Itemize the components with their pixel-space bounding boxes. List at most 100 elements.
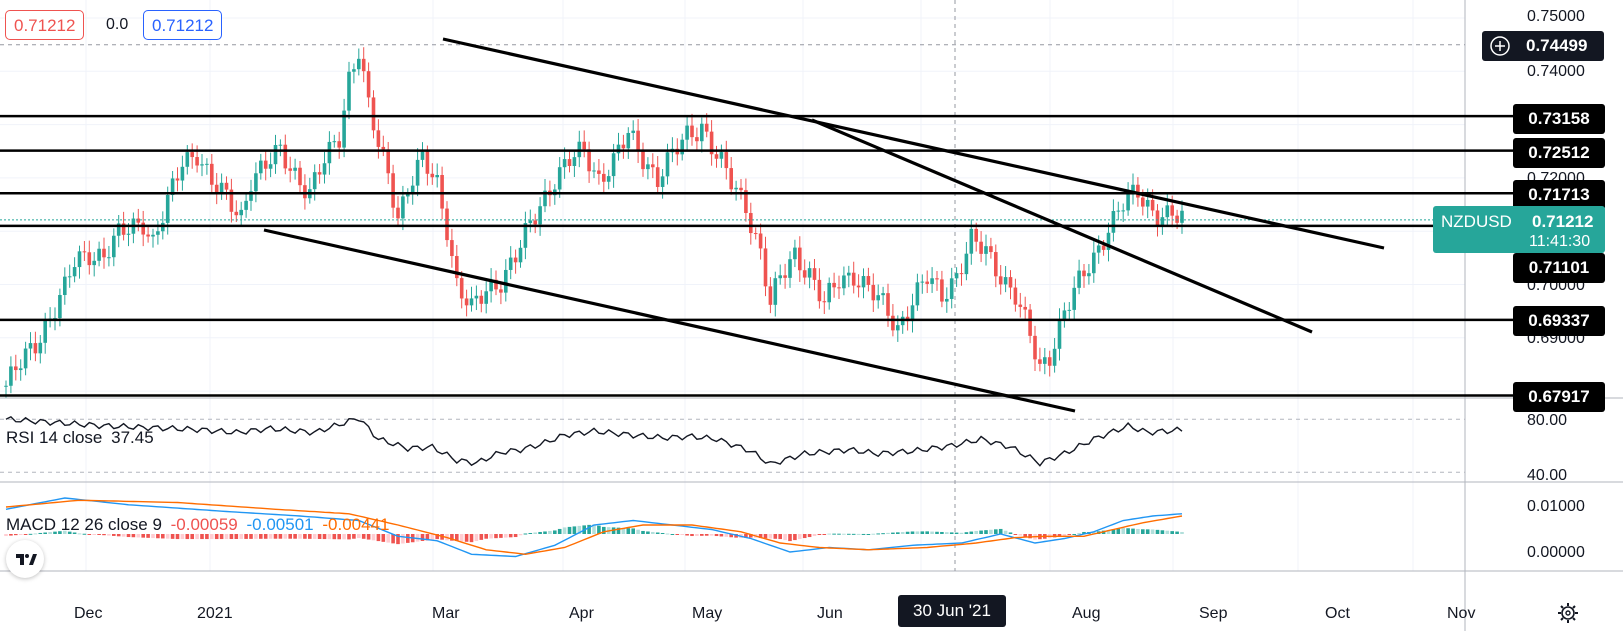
candle-body [87, 252, 92, 266]
candle-body [455, 256, 459, 279]
candle-body [205, 163, 209, 165]
macd-histogram-bar [1028, 534, 1032, 539]
candle-body [1141, 197, 1145, 207]
macd-histogram-bar [719, 534, 724, 537]
macd-histogram-bar [1008, 532, 1013, 534]
macd-histogram-bar [562, 527, 567, 534]
macd-histogram-bar [1136, 528, 1140, 534]
candle-body [180, 166, 185, 181]
change-value: 0.0 [106, 16, 129, 33]
candle-body [77, 251, 82, 268]
candle-body [14, 366, 18, 371]
candle-body [352, 69, 356, 72]
macd-histogram-bar [420, 534, 425, 541]
macd-histogram-bar [670, 534, 675, 535]
macd-histogram-bar [210, 534, 214, 540]
macd-histogram-bar [1072, 534, 1076, 535]
macd-histogram-bar [131, 534, 136, 538]
candle-body [866, 276, 871, 285]
candle-body [1175, 215, 1179, 223]
macd-histogram-bar [685, 534, 689, 536]
macd-histogram-bar [773, 534, 778, 539]
candle-body [572, 157, 577, 167]
candle-body [886, 293, 890, 316]
macd-histogram-bar [881, 533, 885, 535]
macd-histogram-bar [974, 530, 978, 534]
candle-body [185, 152, 190, 167]
candle-body [4, 385, 8, 387]
macd-histogram-bar [788, 534, 792, 542]
candle-body [1028, 309, 1032, 336]
macd-histogram-bar [729, 534, 733, 538]
candle-body [783, 275, 787, 278]
candle-body [254, 173, 258, 192]
candle-body [1067, 309, 1072, 311]
macd-histogram-bar [891, 532, 895, 534]
candle-body [317, 172, 322, 175]
candle-body [749, 213, 753, 234]
candle-body [112, 235, 116, 258]
candle-body [146, 234, 150, 237]
macd-histogram-bar [1018, 534, 1023, 536]
macd-histogram-bar [58, 531, 62, 534]
candle-body [724, 152, 729, 169]
macd-histogram-bar [82, 533, 87, 535]
candle-body [415, 159, 420, 186]
candle-body [161, 222, 165, 232]
macd-histogram-bar [817, 534, 822, 536]
rsi-legend[interactable]: RSI 14 close 37.45 [6, 428, 158, 448]
macd-histogram-bar [361, 534, 366, 539]
macd-histogram-bar [1106, 529, 1111, 534]
macd-histogram-bar [523, 533, 528, 535]
candle-body [67, 276, 72, 278]
macd-signal-line [5, 499, 1183, 556]
macd-histogram-bar [455, 534, 459, 542]
macd-histogram-bar [827, 533, 831, 535]
macd-legend[interactable]: MACD 12 26 close 9 -0.00059 -0.00501 -0.… [6, 515, 393, 535]
macd-histogram-bar [1165, 530, 1170, 534]
candle-body [592, 170, 596, 172]
candle-body [151, 234, 155, 237]
candle-body [1018, 304, 1023, 307]
candle-body [28, 343, 33, 349]
candle-body [773, 278, 778, 305]
macd-histogram-bar [317, 534, 322, 539]
add-plus-icon[interactable] [1489, 35, 1511, 57]
macd-histogram-bar [116, 534, 121, 537]
candle-body [1008, 277, 1013, 288]
candle-body [1165, 205, 1170, 218]
macd-histogram-bar [342, 534, 346, 540]
macd-histogram-bar [998, 528, 1003, 534]
macd-label: MACD 12 26 close 9 [6, 515, 162, 534]
candle-body [528, 220, 533, 224]
candle-body [959, 273, 964, 275]
candle-body [357, 58, 361, 70]
macd-histogram-bar [484, 534, 488, 539]
macd-histogram-bar [807, 534, 812, 538]
macd-histogram-bar [876, 533, 880, 535]
candle-body [347, 71, 351, 111]
tradingview-logo[interactable] [6, 540, 44, 578]
candle-body [322, 163, 327, 175]
macd-histogram-bar [675, 534, 680, 535]
macd-histogram-bar [631, 528, 635, 534]
candle-body [102, 248, 106, 258]
candle-body [224, 182, 229, 190]
chart-settings-button[interactable] [1556, 601, 1580, 625]
macd-histogram-bar [121, 534, 126, 537]
macd-histogram-bar [851, 533, 856, 535]
macd-histogram-bar [1111, 529, 1116, 534]
candle-body [229, 189, 234, 212]
candle-body [396, 207, 400, 219]
candle-body [401, 196, 405, 219]
time-label: Apr [569, 605, 594, 622]
macd-histogram-bar [479, 534, 484, 540]
candle-body [327, 141, 332, 164]
macd-histogram-bar [136, 534, 141, 538]
candle-body [1052, 348, 1057, 366]
candle-body [964, 253, 969, 275]
macd-histogram-bar [9, 534, 13, 536]
macd-histogram-bar [263, 534, 268, 539]
candle-body [33, 343, 38, 354]
